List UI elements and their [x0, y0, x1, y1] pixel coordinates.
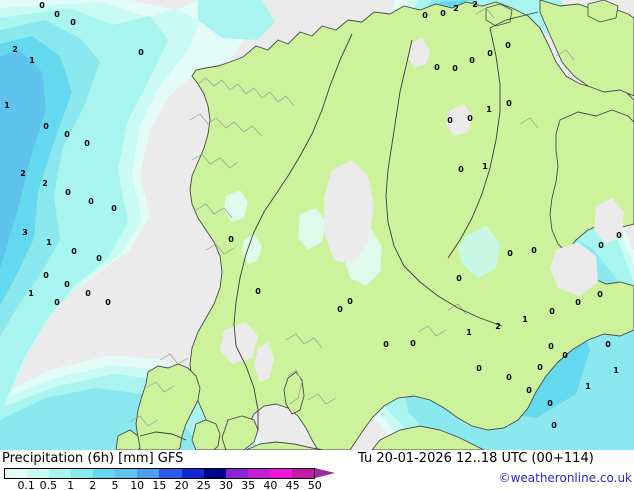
precipitation-colorbar[interactable]: 0.1 0.5 1 2 5 10 15 20 25 30 35 40 45 50 — [4, 468, 354, 490]
colorbar-tick-45: 45 — [285, 479, 300, 490]
national-borders — [139, 11, 539, 441]
colorbar-cell-10 — [115, 469, 138, 478]
gulf-bothnia-grey — [324, 160, 374, 264]
land-britain-sliver — [115, 429, 141, 450]
coastline-detail — [129, 7, 575, 427]
colorbar-cell-15 — [137, 469, 160, 478]
colorbar-cell-30 — [203, 469, 226, 478]
copyright-notice: ©weatheronline.co.uk — [498, 471, 632, 485]
colorbar-tick-20: 20 — [174, 479, 189, 490]
colorbar-tick-2: 2 — [89, 479, 97, 490]
colorbar-tick-labels: 0.1 0.5 1 2 5 10 15 20 25 30 35 40 45 50 — [4, 479, 344, 490]
land-fennoscandia — [189, 1, 634, 450]
colorbar-tick-40: 40 — [263, 479, 278, 490]
land-germany-poland — [245, 441, 325, 450]
colorbar-tick-30: 30 — [219, 479, 233, 490]
legend-title: Precipitation (6h) [mm] GFS — [2, 451, 184, 466]
inland-water-group — [220, 38, 624, 382]
colorbar-tick-35: 35 — [241, 479, 256, 490]
lake-vattern — [254, 342, 274, 382]
lake-onega — [594, 198, 624, 244]
colorbar-cell-50 — [291, 469, 314, 478]
land-zealand — [221, 415, 259, 450]
land-island-north-2 — [587, 0, 619, 23]
colorbar-tick-0.1: 0.1 — [17, 479, 35, 490]
map-footer: Precipitation (6h) [mm] GFS Tu 20-01-202… — [0, 450, 634, 490]
colorbar-tick-5: 5 — [111, 479, 119, 490]
land-denmark — [135, 363, 201, 450]
colorbar-cell-40 — [247, 469, 270, 478]
colorbar-overflow-arrow — [314, 468, 335, 478]
colorbar-cell-0.1 — [5, 469, 28, 478]
colorbar-cell-45 — [269, 469, 292, 478]
map-canvas — [0, 0, 634, 450]
landmass-group — [115, 0, 634, 450]
land-funen — [191, 419, 221, 450]
colorbar-tick-1: 1 — [67, 479, 75, 490]
colorbar-tick-50: 50 — [307, 479, 322, 490]
colorbar-cell-0.5 — [27, 469, 50, 478]
colorbar-swatches[interactable] — [4, 468, 315, 479]
colorbar-cell-25 — [181, 469, 204, 478]
colorbar-cell-5 — [93, 469, 116, 478]
forecast-valid-time: Tu 20-01-2026 12..18 UTC (00+114) — [358, 451, 594, 466]
lake-north-1 — [408, 38, 430, 68]
colorbar-cell-20 — [159, 469, 182, 478]
lake-vanern — [220, 322, 258, 364]
colorbar-tick-15: 15 — [152, 479, 167, 490]
lake-ladoga — [550, 242, 598, 296]
land-baltics — [371, 425, 485, 450]
colorbar-cell-2 — [71, 469, 94, 478]
colorbar-cell-1 — [49, 469, 72, 478]
colorbar-tick-25: 25 — [196, 479, 211, 490]
colorbar-tick-10: 10 — [130, 479, 145, 490]
colorbar-tick-0.5: 0.5 — [39, 479, 58, 490]
lake-inari — [446, 104, 472, 136]
colorbar-cell-35 — [225, 469, 248, 478]
